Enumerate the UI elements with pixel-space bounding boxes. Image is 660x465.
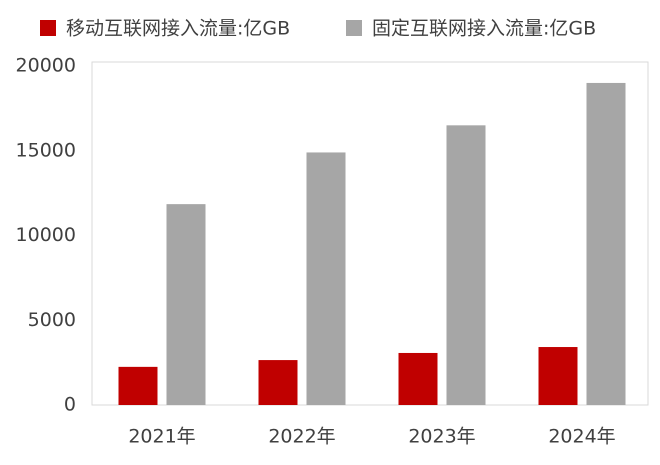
bar (538, 347, 578, 405)
x-tick-label: 2021年 (128, 426, 195, 448)
y-tick-label: 20000 (16, 55, 76, 77)
x-tick-label: 2024年 (548, 426, 615, 448)
y-tick-label: 15000 (16, 139, 76, 161)
legend-label: 固定互联网接入流量:亿GB (372, 18, 596, 40)
legend-swatch (40, 20, 56, 36)
x-tick-label: 2023年 (408, 426, 475, 448)
bar (166, 204, 206, 405)
y-tick-label: 0 (64, 394, 76, 416)
legend-label: 移动互联网接入流量:亿GB (66, 18, 290, 40)
y-tick-label: 10000 (16, 224, 76, 246)
legend-swatch (346, 20, 362, 36)
plot-frame (91, 61, 649, 406)
bar (306, 152, 346, 405)
x-tick-label: 2022年 (268, 426, 335, 448)
bar (586, 82, 626, 405)
y-tick-label: 5000 (28, 309, 76, 331)
bar (118, 366, 158, 405)
bar (398, 352, 438, 405)
bar (258, 360, 298, 405)
bar (446, 125, 486, 405)
